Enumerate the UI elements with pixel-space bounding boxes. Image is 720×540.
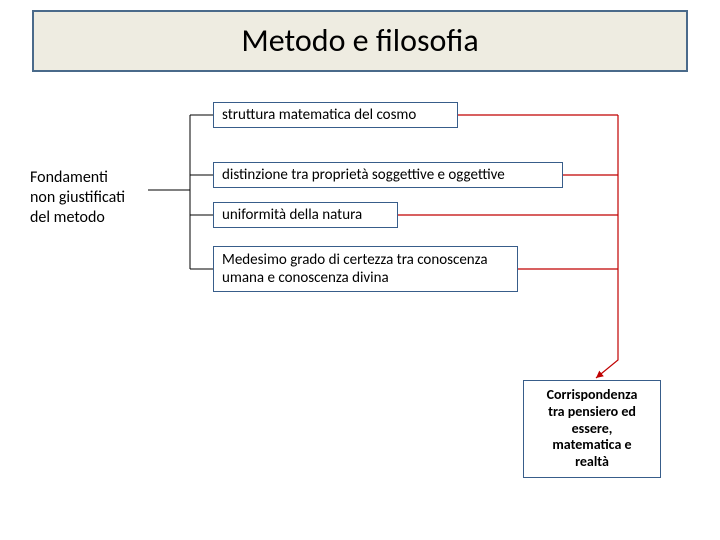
result-line: realtà [575, 454, 609, 471]
concept-box-0: struttura matematica del cosmo [213, 102, 458, 128]
result-line: matematica e [552, 437, 631, 454]
concept-text: struttura matematica del cosmo [222, 106, 416, 124]
concept-box-1: distinzione tra proprietà soggettive e o… [213, 162, 563, 188]
slide-stage: Metodo e filosofia Fondamentinon giustif… [0, 0, 720, 540]
result-line: Corrispondenza [547, 387, 638, 404]
result-box: Corrispondenzatra pensiero edessere,mate… [523, 380, 661, 478]
title-text: Metodo e filosofia [241, 25, 478, 57]
concept-text: Medesimo grado di certezza tra conoscenz… [222, 251, 509, 287]
result-line: essere, [572, 421, 613, 438]
concept-box-3: Medesimo grado di certezza tra conoscenz… [213, 246, 518, 292]
concept-box-2: uniformità della natura [213, 202, 398, 228]
concept-text: distinzione tra proprietà soggettive e o… [222, 166, 505, 184]
title-box: Metodo e filosofia [32, 10, 688, 72]
concept-text: uniformità della natura [222, 206, 362, 224]
left-source-label: Fondamentinon giustificatidel metodo [30, 168, 170, 228]
result-line: tra pensiero ed [548, 404, 636, 421]
